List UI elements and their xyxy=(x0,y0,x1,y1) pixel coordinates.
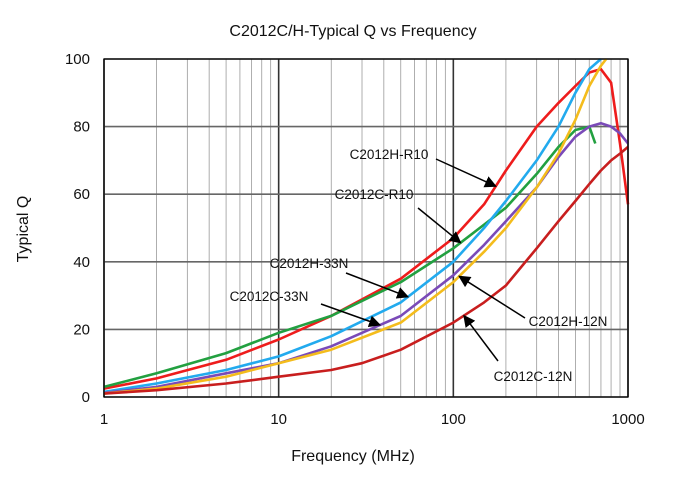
x-tick-label: 100 xyxy=(441,411,466,428)
annotations: C2012H-R10 C2012C-R10 C2012H-33N C2012C-33N… xyxy=(230,147,608,384)
grid xyxy=(103,58,629,398)
y-axis-label: Typical Q xyxy=(15,196,32,263)
plot-frame xyxy=(103,58,629,398)
annotation-label: C2012H-R10 xyxy=(350,147,429,162)
series-line-c2012h-12n xyxy=(103,58,608,395)
annotation-label: C2012H-33N xyxy=(270,256,349,271)
series-line-c2012c-r10 xyxy=(103,125,597,389)
annotation-arrow xyxy=(435,158,497,188)
annotation-label: C2012C-33N xyxy=(230,289,309,304)
y-tick-label: 100 xyxy=(65,51,90,68)
annotation-label: C2012H-12N xyxy=(529,314,608,329)
annotation-arrow xyxy=(417,207,462,244)
annotation-arrow xyxy=(458,275,526,319)
series-line-c2012c-33n xyxy=(103,121,630,395)
series-lines xyxy=(103,58,630,395)
x-tick-label: 1 xyxy=(100,411,108,428)
tick-labels: 0 20 40 60 80 100 1 10 100 1000 xyxy=(65,51,645,428)
annotation-arrow xyxy=(463,314,499,362)
x-tick-label: 10 xyxy=(270,411,287,428)
annotation-arrow xyxy=(320,303,382,328)
series-line-c2012c-12n xyxy=(103,145,629,395)
y-tick-label: 0 xyxy=(82,389,90,406)
series-line-c2012h-r10 xyxy=(103,67,630,390)
y-tick-label: 40 xyxy=(73,254,90,271)
x-axis-label: Frequency (MHz) xyxy=(291,448,415,465)
y-tick-label: 20 xyxy=(73,321,90,338)
y-tick-label: 60 xyxy=(73,186,90,203)
y-tick-label: 80 xyxy=(73,119,90,136)
annotation-arrow xyxy=(345,272,410,299)
annotation-label: C2012C-12N xyxy=(494,369,573,384)
chart-title: C2012C/H-Typical Q vs Frequency xyxy=(229,23,476,40)
series-line-c2012h-33n xyxy=(103,58,602,394)
annotation-label: C2012C-R10 xyxy=(335,187,414,202)
x-tick-label: 1000 xyxy=(611,411,644,428)
